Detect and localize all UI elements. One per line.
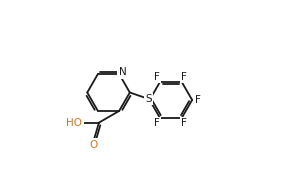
Text: HO: HO [66,118,82,128]
Text: F: F [154,118,160,128]
Text: F: F [181,118,187,128]
Text: O: O [89,140,97,150]
Text: F: F [195,95,201,105]
Text: N: N [119,67,126,77]
Text: S: S [145,94,152,104]
Text: F: F [154,72,160,82]
Text: F: F [181,72,187,82]
